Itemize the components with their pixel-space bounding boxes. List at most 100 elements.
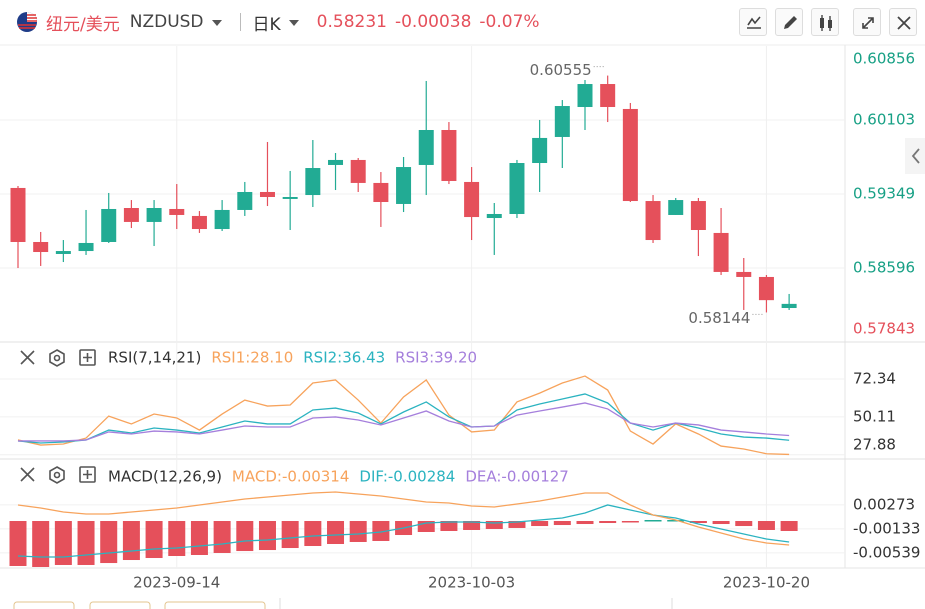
y-tick-label: -0.00133	[853, 519, 920, 537]
histogram-bar	[145, 521, 163, 559]
close-button[interactable]	[889, 8, 917, 36]
y-tick-label: -0.00539	[853, 543, 920, 561]
histogram-bar	[327, 521, 345, 544]
histogram-bar	[621, 521, 639, 523]
candle-body	[690, 201, 706, 231]
indicator-line	[18, 402, 790, 442]
histogram-bar	[77, 521, 95, 565]
candle-body	[396, 167, 412, 204]
settings-icon[interactable]	[49, 349, 65, 367]
period-dropdown[interactable]	[288, 20, 299, 26]
candle-body	[237, 191, 253, 210]
macd-tools	[20, 466, 96, 484]
candle-body	[55, 251, 71, 254]
histogram-bar	[32, 521, 50, 567]
legend-entry: DEA:-0.00127	[465, 468, 569, 486]
candle-body	[146, 207, 162, 222]
indicator-title: MACD(12,26,9)	[108, 468, 222, 486]
fullscreen-button[interactable]	[853, 8, 881, 36]
histogram-bar	[122, 521, 140, 561]
candle-body	[373, 182, 389, 203]
indicator-title: RSI(7,14,21)	[108, 349, 201, 367]
histogram-bar	[9, 521, 27, 566]
collapse-button[interactable]	[905, 138, 925, 174]
period[interactable]: 日K	[252, 14, 281, 35]
labels: 2023-09-14 2023-10-03 2023-10-20 0.60856 0.6…	[108, 50, 920, 592]
x-tick-label: 2023-09-14	[133, 574, 220, 592]
grid	[0, 46, 845, 568]
close-icon[interactable]	[20, 467, 35, 482]
candle-body	[736, 271, 752, 277]
histogram-bar	[508, 521, 526, 528]
candle-body	[441, 129, 457, 181]
candle-body	[328, 159, 344, 165]
histogram-bar	[531, 521, 549, 527]
symbol-dropdown[interactable]	[211, 20, 222, 26]
candle-body	[305, 168, 321, 196]
candle-body	[282, 196, 298, 199]
add-icon[interactable]	[79, 349, 96, 366]
histogram-bar	[100, 521, 118, 564]
histogram-bar	[757, 521, 775, 530]
y-tick-label: 72.34	[853, 370, 896, 388]
chart-type-button[interactable]	[811, 8, 839, 36]
histogram-bar	[463, 521, 481, 530]
close-icon[interactable]	[20, 350, 35, 365]
indicator-line	[17, 491, 790, 546]
candle-body	[33, 241, 49, 253]
histogram-bar	[236, 521, 254, 552]
y-tick-label: 50.11	[853, 407, 896, 425]
candle-body	[169, 208, 185, 215]
legend-entry: RSI2:36.43	[303, 349, 385, 367]
symbol[interactable]: NZDUSD	[129, 12, 204, 32]
histogram-bar	[190, 521, 208, 555]
draw-button[interactable]	[775, 8, 803, 36]
histogram-bar	[576, 521, 594, 525]
flag-icon	[17, 12, 37, 32]
indicator-button[interactable]	[739, 8, 767, 36]
settings-icon-dot	[53, 471, 61, 479]
candle-body	[191, 215, 207, 230]
y-tick-label: 0.60103	[853, 110, 915, 128]
histogram-bar	[780, 521, 798, 531]
tab[interactable]	[13, 601, 75, 609]
candle-body	[532, 137, 548, 164]
extreme-label: 0.58144	[688, 309, 750, 327]
tab[interactable]	[89, 601, 151, 609]
legend-entry: RSI3:39.20	[395, 349, 477, 367]
candle-body	[622, 108, 638, 202]
candle-body	[645, 201, 661, 241]
candle-body	[486, 213, 502, 219]
legend-entry: MACD:-0.00314	[232, 468, 349, 486]
add-icon[interactable]	[79, 466, 96, 483]
add-icon-plus	[83, 353, 92, 362]
candle-body	[350, 159, 366, 183]
extreme-label: 0.60555	[530, 61, 592, 79]
histogram-bar	[349, 521, 367, 542]
x-tick-label: 2023-10-20	[723, 574, 810, 592]
candle-body	[668, 200, 684, 215]
candle-body	[259, 191, 275, 197]
header: 纽元/美元 NZDUSD 日K 0.58231 -0.00038 -0.07%	[0, 0, 925, 44]
legend-entry: RSI1:28.10	[211, 349, 293, 367]
candle-body	[78, 242, 94, 252]
settings-icon[interactable]	[49, 466, 65, 484]
histogram-bar	[553, 521, 571, 526]
candle-body	[577, 84, 593, 108]
histogram-bar	[712, 521, 730, 525]
histogram-bar	[417, 521, 435, 532]
histogram-bar	[644, 519, 662, 522]
histogram-bar	[168, 521, 186, 556]
marks	[9, 66, 798, 567]
candle-body	[464, 181, 480, 218]
candle-body	[509, 163, 525, 214]
pair-name[interactable]: 纽元/美元	[46, 14, 120, 35]
candle-body	[10, 187, 26, 242]
histogram-bar	[54, 521, 72, 565]
histogram-bar	[689, 521, 707, 524]
tab[interactable]	[164, 601, 266, 609]
x-tick-label: 2023-10-03	[428, 574, 515, 592]
y-tick-label: 0.58596	[853, 259, 915, 277]
histogram-bar	[440, 521, 458, 531]
candle-body	[781, 303, 797, 309]
